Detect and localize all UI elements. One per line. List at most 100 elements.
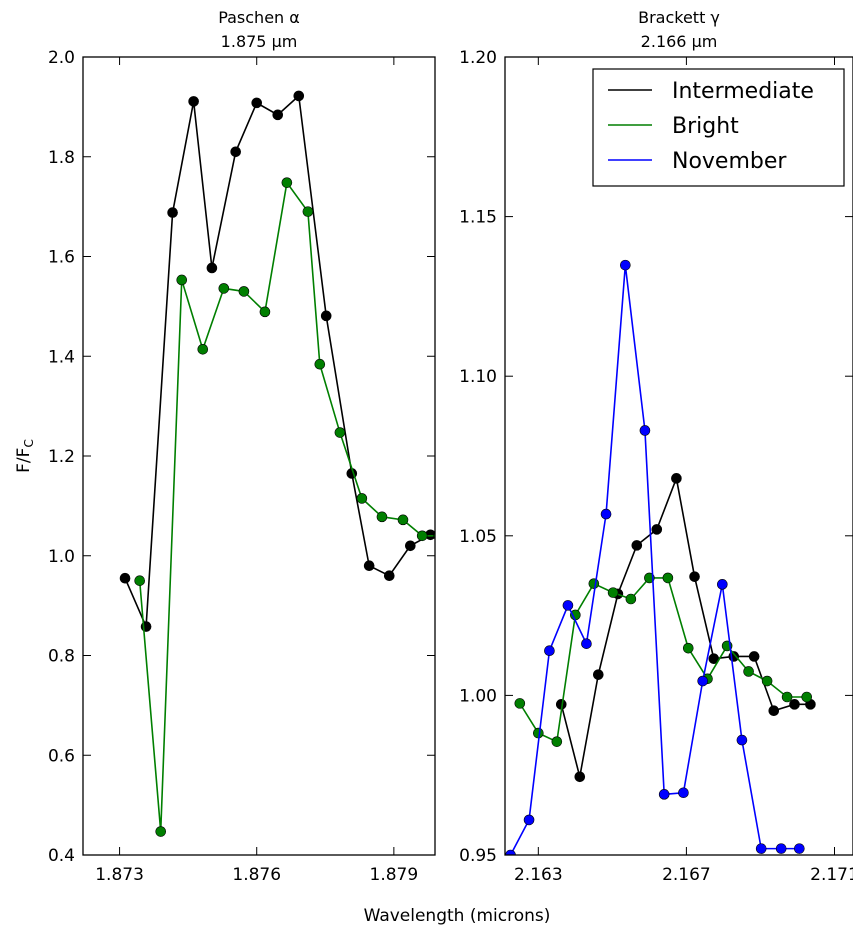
data-point-bright xyxy=(743,666,754,677)
y-tick-label: 1.15 xyxy=(459,208,497,228)
data-point-bright xyxy=(302,206,314,217)
x-tick-label: 1.879 xyxy=(370,865,419,885)
y-tick-label: 2.0 xyxy=(48,48,75,68)
series-line-intermediate xyxy=(560,475,811,777)
data-point-bright xyxy=(334,427,346,438)
series-line-bright xyxy=(519,577,807,743)
data-point-bright xyxy=(376,511,388,523)
data-point-november xyxy=(639,425,651,436)
data-point-bright xyxy=(625,593,637,605)
data-point-november xyxy=(794,843,805,854)
data-point-bright xyxy=(155,826,167,837)
y-axis-label: F/FC xyxy=(14,439,36,473)
panel-brackett-gamma: Brackett γ 2.166 μm 2.163 2.167 2.171 0.95 1… xyxy=(459,8,853,885)
data-point-bright xyxy=(197,343,209,355)
data-point-intermediate xyxy=(272,109,284,121)
data-point-intermediate xyxy=(651,524,663,535)
plot-frame xyxy=(82,56,436,856)
data-point-bright xyxy=(761,675,773,687)
data-point-november xyxy=(523,814,535,826)
data-point-intermediate xyxy=(574,771,586,783)
data-point-intermediate xyxy=(206,262,218,274)
data-point-bright xyxy=(356,493,368,504)
data-point-bright xyxy=(397,514,409,526)
data-point-intermediate xyxy=(320,310,332,322)
y-axis-label-main: F/F xyxy=(14,448,34,473)
data-point-november xyxy=(678,787,689,799)
data-point-intermediate xyxy=(631,540,643,551)
data-point-bright xyxy=(218,283,230,294)
data-point-bright xyxy=(801,691,813,703)
y-tick-label: 0.95 xyxy=(459,846,497,866)
tick-group: 1.873 1.876 1.879 0.4 0.6 0.8 1.0 1.2 1.4 1.6 1.8 2… xyxy=(48,48,435,885)
data-point-bright xyxy=(281,177,293,188)
data-point-intermediate xyxy=(383,570,395,582)
y-tick-label: 1.0 xyxy=(48,547,75,567)
data-point-intermediate xyxy=(363,560,375,572)
data-point-bright xyxy=(662,572,674,584)
data-point-bright xyxy=(416,530,428,542)
data-point-intermediate xyxy=(748,651,760,662)
data-point-intermediate xyxy=(689,571,700,582)
y-tick-label: 0.4 xyxy=(48,846,75,866)
data-point-november xyxy=(736,734,748,746)
data-point-intermediate xyxy=(789,699,800,710)
panel-paschen-alpha: Paschen α 1.875 μm 1.873 1.876 1.879 0.4 0.6… xyxy=(48,8,436,885)
data-point-november xyxy=(697,675,708,687)
data-point-bright xyxy=(551,736,563,747)
data-point-intermediate xyxy=(167,207,178,218)
series-layer xyxy=(505,259,816,855)
legend-entry-november: November xyxy=(672,149,787,174)
data-point-bright xyxy=(314,358,326,370)
data-point-bright xyxy=(238,286,250,297)
x-tick-label: 2.167 xyxy=(662,865,711,885)
x-tick-label: 1.873 xyxy=(95,865,144,885)
panel-title-line2: 1.875 μm xyxy=(221,32,298,51)
series-line-bright xyxy=(138,180,435,832)
y-tick-label: 1.2 xyxy=(48,447,75,467)
data-point-intermediate xyxy=(119,572,131,584)
x-axis-label: Wavelength (microns) xyxy=(364,906,551,926)
panel-title-line1: Brackett γ xyxy=(638,8,720,27)
legend-entry-bright: Bright xyxy=(672,114,739,139)
x-tick-label: 2.163 xyxy=(514,865,563,885)
data-point-bright xyxy=(607,587,619,598)
y-tick-label: 1.00 xyxy=(459,686,497,706)
data-point-november xyxy=(658,789,670,800)
y-tick-label: 1.10 xyxy=(459,367,497,387)
series-line-november xyxy=(509,265,800,855)
x-tick-label: 1.876 xyxy=(232,865,281,885)
data-point-bright xyxy=(134,575,145,586)
panel-title-line2: 2.166 μm xyxy=(641,32,718,51)
data-point-november xyxy=(581,638,592,649)
y-tick-label: 1.20 xyxy=(459,48,497,68)
panel-title-line1: Paschen α xyxy=(218,8,300,27)
y-tick-label: 1.4 xyxy=(48,347,75,367)
data-point-november xyxy=(717,579,728,590)
y-tick-label: 0.8 xyxy=(48,647,75,667)
y-axis-label-subscript: C xyxy=(22,439,36,447)
tick-group: 2.163 2.167 2.171 0.95 1.00 1.05 1.10 1.15 1.20 xyxy=(459,48,853,885)
data-point-bright xyxy=(781,691,793,703)
data-point-intermediate xyxy=(768,705,780,717)
data-point-november xyxy=(562,600,574,611)
data-point-november xyxy=(775,843,787,854)
data-point-november xyxy=(505,849,516,855)
y-tick-label: 1.05 xyxy=(459,527,497,547)
data-point-november xyxy=(600,508,612,520)
data-point-intermediate xyxy=(405,540,416,552)
legend-box xyxy=(592,68,845,187)
data-point-intermediate xyxy=(251,97,263,109)
data-point-bright xyxy=(176,274,188,286)
plot-frame xyxy=(504,56,853,856)
x-tick-label: 2.171 xyxy=(810,865,853,885)
data-point-november xyxy=(544,645,555,657)
y-tick-label: 0.6 xyxy=(48,746,75,766)
data-point-bright xyxy=(588,578,600,589)
y-tick-label: 1.6 xyxy=(48,248,75,268)
data-point-intermediate xyxy=(592,669,604,680)
data-point-bright xyxy=(682,642,694,654)
data-point-intermediate xyxy=(671,473,682,484)
series-layer xyxy=(119,90,435,837)
